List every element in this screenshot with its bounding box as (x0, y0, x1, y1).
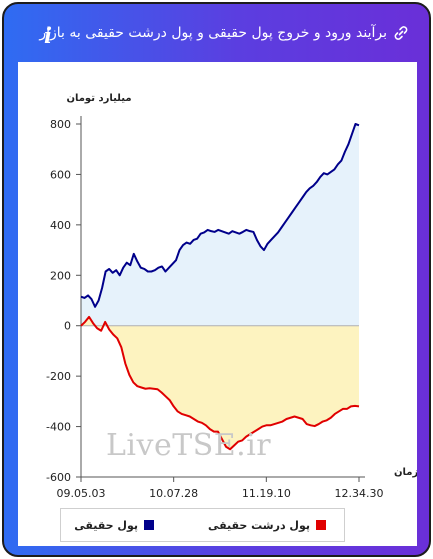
info-icon[interactable]: i (44, 23, 52, 48)
x-tick-label: 10.07.28 (149, 487, 198, 500)
series-line-2 (80, 315, 360, 451)
x-tick-label: 09.05.03 (57, 487, 106, 500)
legend-item-real-money[interactable]: پول حقیقی (74, 518, 154, 532)
series-line-1 (80, 123, 360, 308)
x-tick-label: 11.19.10 (242, 487, 291, 500)
area-chart: 800 600 400 200 0 -200 -400 -600 09.05.03 10.07.2… (46, 93, 417, 500)
legend-swatch-real-money (144, 520, 154, 530)
chart-legend: پول حقیقی پول درشت حقیقی (60, 508, 345, 542)
y-tick-label: 0 (64, 320, 71, 333)
legend-swatch-big-real-money (316, 520, 326, 530)
y-tick-label: 600 (50, 168, 71, 181)
x-axis-label: زمان (394, 467, 417, 478)
series-area-2 (81, 316, 359, 450)
series-area-1 (81, 124, 359, 326)
legend-label-big-real-money: پول درشت حقیقی (207, 518, 310, 532)
link-icon[interactable] (393, 25, 409, 41)
y-tick-label: 800 (50, 118, 71, 131)
y-axis-label: میلیارد تومان (66, 93, 131, 104)
watermark: LiveTSE.ir (106, 428, 272, 463)
y-tick-label: 200 (50, 269, 71, 282)
widget-header: i برآیند ورود و خروج پول حقیقی و پول درش… (4, 4, 429, 62)
widget-title: برآیند ورود و خروج پول حقیقی و پول درشت … (39, 25, 387, 41)
chart-panel: 800 600 400 200 0 -200 -400 -600 09.05.03 10.07.2… (18, 62, 417, 546)
y-tick-label: 400 (50, 219, 71, 232)
y-tick-label: -600 (46, 471, 71, 484)
y-tick-label: -400 (46, 421, 71, 434)
x-tick-label: 12.34.30 (335, 487, 384, 500)
legend-label-real-money: پول حقیقی (74, 518, 138, 532)
header-title-group: برآیند ورود و خروج پول حقیقی و پول درشت … (39, 25, 409, 41)
legend-item-big-real-money[interactable]: پول درشت حقیقی (208, 518, 326, 532)
y-tick-label: -200 (46, 370, 71, 383)
